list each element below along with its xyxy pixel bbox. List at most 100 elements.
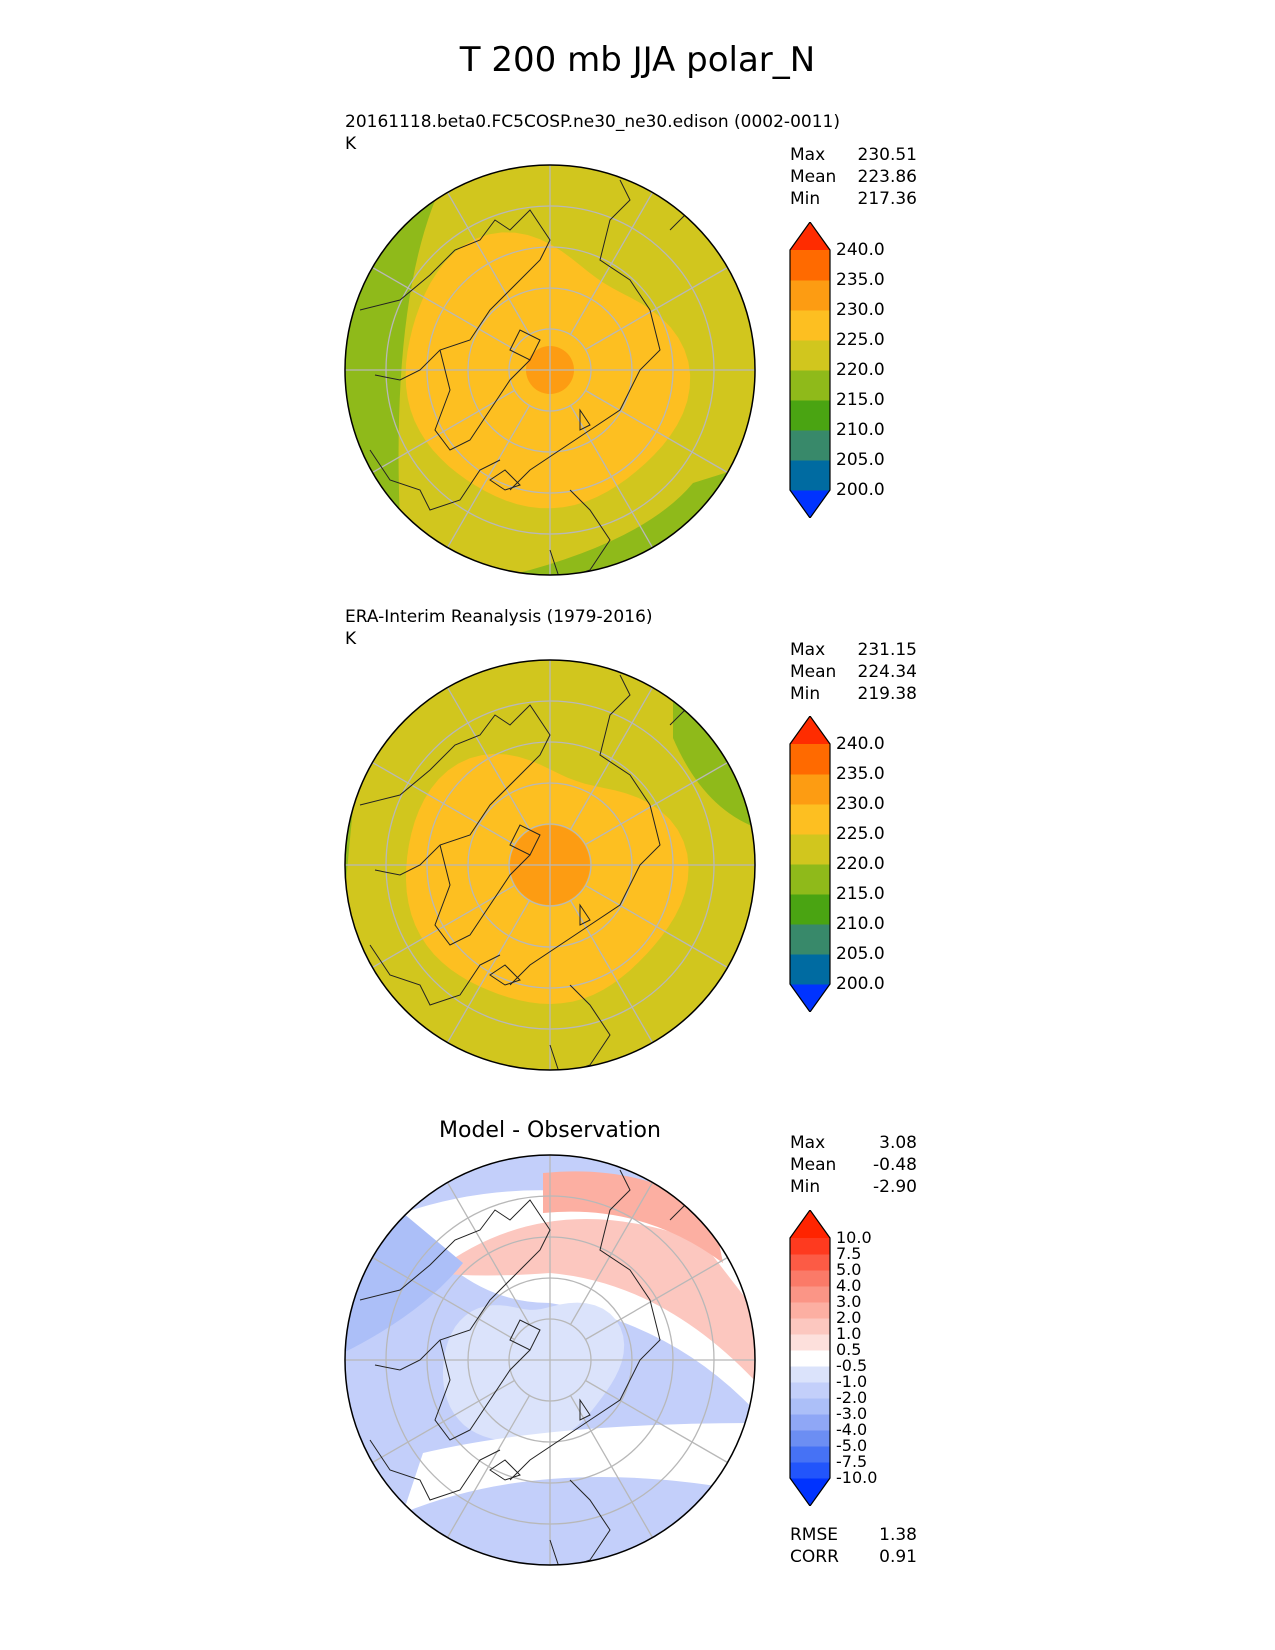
map-boundary: [344, 164, 756, 576]
colorbar-segment: [790, 1286, 830, 1303]
colorbar-segment: [790, 804, 830, 835]
colorbar-segment: [790, 1334, 830, 1351]
colorbar-segment: [790, 1302, 830, 1319]
coastline: [549, 489, 611, 575]
stat-label: Max: [790, 1133, 826, 1153]
stat-row: Mean 223.86: [790, 166, 917, 188]
colorbar-tick-label: 1.0: [836, 1324, 862, 1343]
colorbar-extend-high: [790, 716, 830, 744]
colorbar-segment: [790, 1318, 830, 1335]
coastline: [489, 469, 521, 491]
field-neutral-region: [403, 1423, 755, 1513]
stat-label: Max: [790, 640, 826, 660]
panel-2-map: [344, 659, 756, 1071]
meridian-gridline: [372, 1379, 515, 1464]
coastline: [509, 674, 661, 986]
stat-row: Min -2.90: [790, 1176, 917, 1198]
field-near-zero-region: [443, 1302, 625, 1443]
stat-value: 224.34: [857, 662, 917, 682]
stat-value: -2.90: [873, 1177, 917, 1197]
meridian-gridline: [585, 1379, 728, 1464]
colorbar-segment: [790, 1462, 830, 1479]
colorbar-extend-high: [790, 222, 830, 250]
coastline: [434, 844, 531, 946]
colorbar-outline: [789, 1210, 831, 1506]
colorbar-tick-label: 205.0: [836, 944, 885, 964]
stat-label: Mean: [790, 167, 837, 187]
stat-value: 230.51: [857, 145, 917, 165]
coastline: [359, 1199, 551, 1371]
colorbar-tick-label: 235.0: [836, 270, 885, 290]
colorbar-tick-label: 3.0: [836, 1292, 862, 1311]
colorbar-segment: [790, 1382, 830, 1399]
coastline: [369, 1439, 501, 1501]
meridian-gridline: [585, 761, 728, 846]
coastline: [489, 964, 521, 986]
panel-3-stats: Max 3.08 Mean -0.48 Min -2.90: [790, 1132, 917, 1198]
colorbar-tick-label: 235.0: [836, 764, 885, 784]
stat-label: Mean: [790, 662, 837, 682]
colorbar-tick-label: -2.0: [836, 1388, 868, 1407]
colorbar-segment: [790, 924, 830, 955]
colorbar-tick-label: 225.0: [836, 824, 885, 844]
colorbar-extend-low: [790, 490, 830, 518]
colorbar-segment: [790, 430, 830, 461]
meridian-gridline: [569, 405, 654, 548]
colorbar-tick-label: 2.0: [836, 1308, 862, 1327]
map-boundary: [344, 1154, 756, 1566]
colorbar-segment: [790, 340, 830, 371]
meridian-gridline: [372, 1256, 515, 1341]
colorbar-tick-label: 240.0: [836, 240, 885, 260]
panel-1-title: 20161118.beta0.FC5COSP.ne30_ne30.edison …: [345, 111, 840, 155]
coastline: [509, 179, 661, 491]
stat-row: Min 217.36: [790, 188, 917, 210]
colorbar-tick-label: 240.0: [836, 734, 885, 754]
colorbar-segment: [790, 1254, 830, 1271]
colorbar-segment: [790, 1430, 830, 1447]
coastline: [359, 704, 551, 876]
colorbar-tick-label: 205.0: [836, 450, 885, 470]
colorbar-outline: [789, 716, 831, 1012]
meridian-gridline: [446, 900, 531, 1043]
colorbar-tick-label: 215.0: [836, 390, 885, 410]
figure-title: T 200 mb JJA polar_N: [459, 40, 816, 80]
meridian-gridline: [585, 266, 728, 351]
meridian-gridline: [372, 389, 515, 474]
meridian-gridline: [446, 1182, 531, 1325]
colorbar-tick-label: 220.0: [836, 854, 885, 874]
stat-value: 219.38: [857, 684, 917, 704]
colorbar-segment: [790, 370, 830, 401]
colorbar-tick-label: -7.5: [836, 1452, 868, 1471]
colorbar-segment: [790, 280, 830, 311]
colorbar-segment: [790, 400, 830, 431]
meridian-gridline: [372, 266, 515, 351]
coastline: [549, 984, 611, 1070]
colorbar-tick-label: 230.0: [836, 794, 885, 814]
colorbar-segment: [790, 894, 830, 925]
colorbar-segment: [790, 774, 830, 805]
colorbar-tick-label: 7.5: [836, 1244, 862, 1263]
coastlines: [359, 1169, 711, 1565]
error-stat-row: RMSE 1.38: [790, 1524, 917, 1546]
colorbar-tick-label: 225.0: [836, 330, 885, 350]
panel-3-colorbar: [789, 1210, 831, 1506]
coastline: [489, 1459, 521, 1481]
coastline: [509, 1169, 661, 1481]
colorbar-tick-label: -5.0: [836, 1436, 868, 1455]
panel-1-map: [344, 164, 756, 576]
stat-row: Mean 224.34: [790, 661, 917, 683]
meridian-gridline: [569, 1182, 654, 1325]
coastline: [509, 1319, 541, 1351]
colorbar-extend-high: [790, 1210, 830, 1238]
colorbar-tick-label: 230.0: [836, 300, 885, 320]
stat-row: Max 230.51: [790, 144, 917, 166]
colorbar-tick-label: 4.0: [836, 1276, 862, 1295]
colorbar-segment: [790, 954, 830, 985]
colorbar-segment: [790, 1238, 830, 1255]
panel-3-map: [344, 1154, 756, 1566]
colorbar-tick-label: 0.5: [836, 1340, 862, 1359]
coastline: [549, 1479, 611, 1565]
colorbar-segment: [790, 1350, 830, 1367]
meridian-gridline: [446, 192, 531, 335]
colorbar-extend-low: [790, 1478, 830, 1506]
